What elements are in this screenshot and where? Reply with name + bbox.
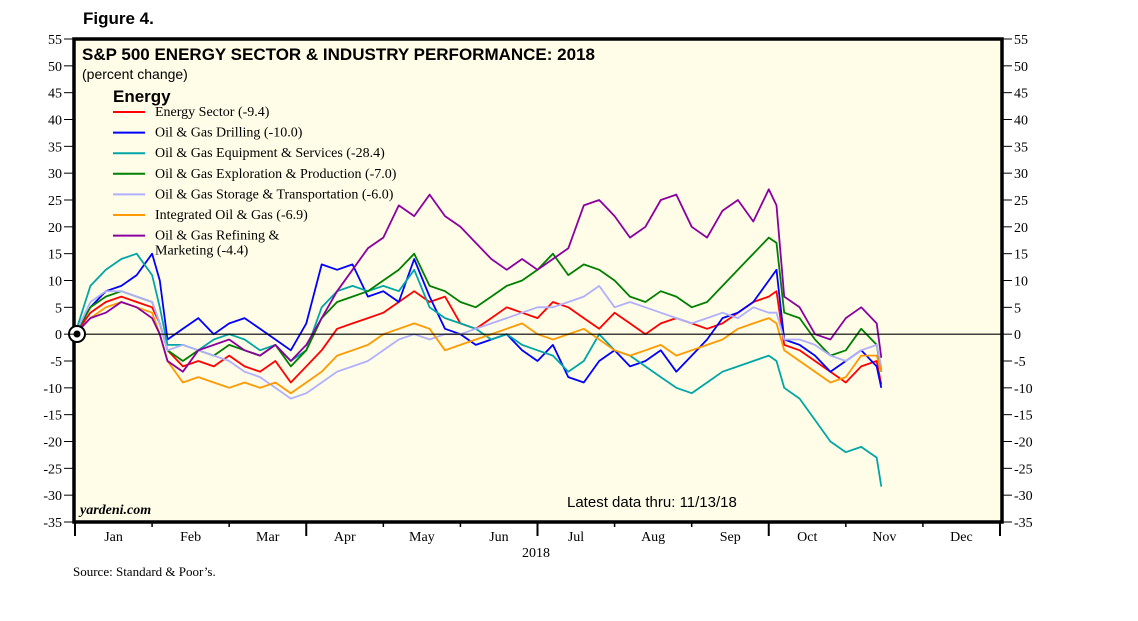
watermark: yardeni.com: [78, 503, 151, 518]
y-tick-label-left: 35: [48, 140, 62, 155]
y-tick-label-left: -20: [43, 436, 62, 451]
legend-title: Energy: [113, 87, 171, 106]
y-tick-label-left: 50: [48, 60, 62, 75]
series-line-7: [74, 188, 883, 373]
y-tick-label-right: -35: [1014, 516, 1033, 531]
y-tick-label-right: 15: [1014, 248, 1028, 263]
source-note: Source: Standard & Poor’s.: [73, 564, 216, 579]
x-tick-label: Nov: [872, 530, 896, 545]
x-tick-label: Dec: [950, 530, 973, 545]
y-tick-label-right: 30: [1014, 167, 1028, 182]
y-tick-label-right: 40: [1014, 114, 1028, 129]
series-line-5: [74, 284, 883, 400]
y-tick-label-left: -10: [43, 382, 62, 397]
x-tick-label: Sep: [720, 530, 741, 545]
series-line-1: [74, 290, 883, 385]
y-axis-right: 5550454035302520151050-5-10-15-20-25-30-…: [1002, 33, 1033, 531]
chart-title: S&P 500 ENERGY SECTOR & INDUSTRY PERFORM…: [82, 45, 595, 64]
x-tick-label: Mar: [256, 530, 280, 545]
legend-label: Oil & Gas Equipment & Services (-28.4): [155, 146, 385, 161]
y-tick-label-right: -5: [1014, 355, 1026, 370]
y-tick-label-right: -25: [1014, 462, 1033, 477]
x-tick-label: Apr: [334, 530, 356, 545]
y-tick-label-right: 50: [1014, 60, 1028, 75]
latest-data-note: Latest data thru: 11/13/18: [567, 494, 737, 511]
figure-label: Figure 4.: [83, 9, 154, 28]
legend-label: Oil & Gas Drilling (-10.0): [155, 126, 303, 141]
legend-label: Marketing (-4.4): [155, 244, 249, 259]
y-tick-label-left: 10: [48, 275, 62, 290]
y-tick-label-right: -20: [1014, 436, 1033, 451]
legend-label: Energy Sector (-9.4): [155, 105, 270, 120]
y-tick-label-right: -30: [1014, 489, 1033, 504]
x-tick-label: Jan: [104, 530, 123, 545]
plot-background: [74, 39, 1002, 522]
y-tick-label-left: 5: [55, 301, 62, 316]
series-line-2: [74, 252, 883, 388]
origin-marker: [68, 325, 86, 343]
legend-label: Oil & Gas Exploration & Production (-7.0…: [155, 167, 397, 182]
y-tick-label-right: 5: [1014, 301, 1021, 316]
x-tick-label: Feb: [180, 530, 201, 545]
y-tick-label-left: 15: [48, 248, 62, 263]
x-tick-label: May: [409, 530, 435, 545]
legend-label: Oil & Gas Storage & Transportation (-6.0…: [155, 187, 394, 202]
y-tick-label-right: 20: [1014, 221, 1028, 236]
y-tick-label-left: -25: [43, 462, 62, 477]
y-tick-label-left: 55: [48, 33, 62, 48]
x-tick-label: Jun: [489, 530, 508, 545]
y-tick-label-left: -35: [43, 516, 62, 531]
y-tick-label-right: -10: [1014, 382, 1033, 397]
x-tick-label: Jul: [568, 530, 584, 545]
legend: Energy Sector (-9.4) Oil & Gas Drilling (…: [113, 105, 397, 259]
y-tick-label-left: 20: [48, 221, 62, 236]
y-tick-label-left: 30: [48, 167, 62, 182]
y-tick-label-right: 55: [1014, 33, 1028, 48]
y-tick-label-right: 25: [1014, 194, 1028, 209]
y-tick-label-left: 0: [55, 328, 62, 343]
legend-label: Integrated Oil & Gas (-6.9): [155, 208, 308, 223]
y-tick-label-right: -15: [1014, 409, 1033, 424]
y-tick-label-left: 25: [48, 194, 62, 209]
y-tick-label-right: 45: [1014, 87, 1028, 102]
x-tick-label: Oct: [797, 530, 817, 545]
y-tick-label-right: 35: [1014, 140, 1028, 155]
y-tick-label-left: 45: [48, 87, 62, 102]
x-tick-label: Aug: [641, 530, 665, 545]
y-tick-label-right: 10: [1014, 275, 1028, 290]
legend-label: Oil & Gas Refining &: [155, 229, 280, 244]
y-tick-label-left: -5: [50, 355, 62, 370]
series-line-6: [74, 301, 883, 395]
x-axis: Jan Feb Mar Apr May Jun Jul Aug Sep Oct Nov Dec: [74, 522, 1001, 545]
y-tick-label-right: 0: [1014, 328, 1021, 343]
y-tick-label-left: -30: [43, 489, 62, 504]
chart-subtitle: (percent change): [82, 66, 188, 82]
y-tick-label-left: 40: [48, 114, 62, 129]
y-tick-label-left: -15: [43, 409, 62, 424]
x-axis-label: 2018: [522, 546, 550, 561]
y-axis-left: 5550454035302520151050-5-10-15-20-25-30-…: [43, 33, 74, 531]
